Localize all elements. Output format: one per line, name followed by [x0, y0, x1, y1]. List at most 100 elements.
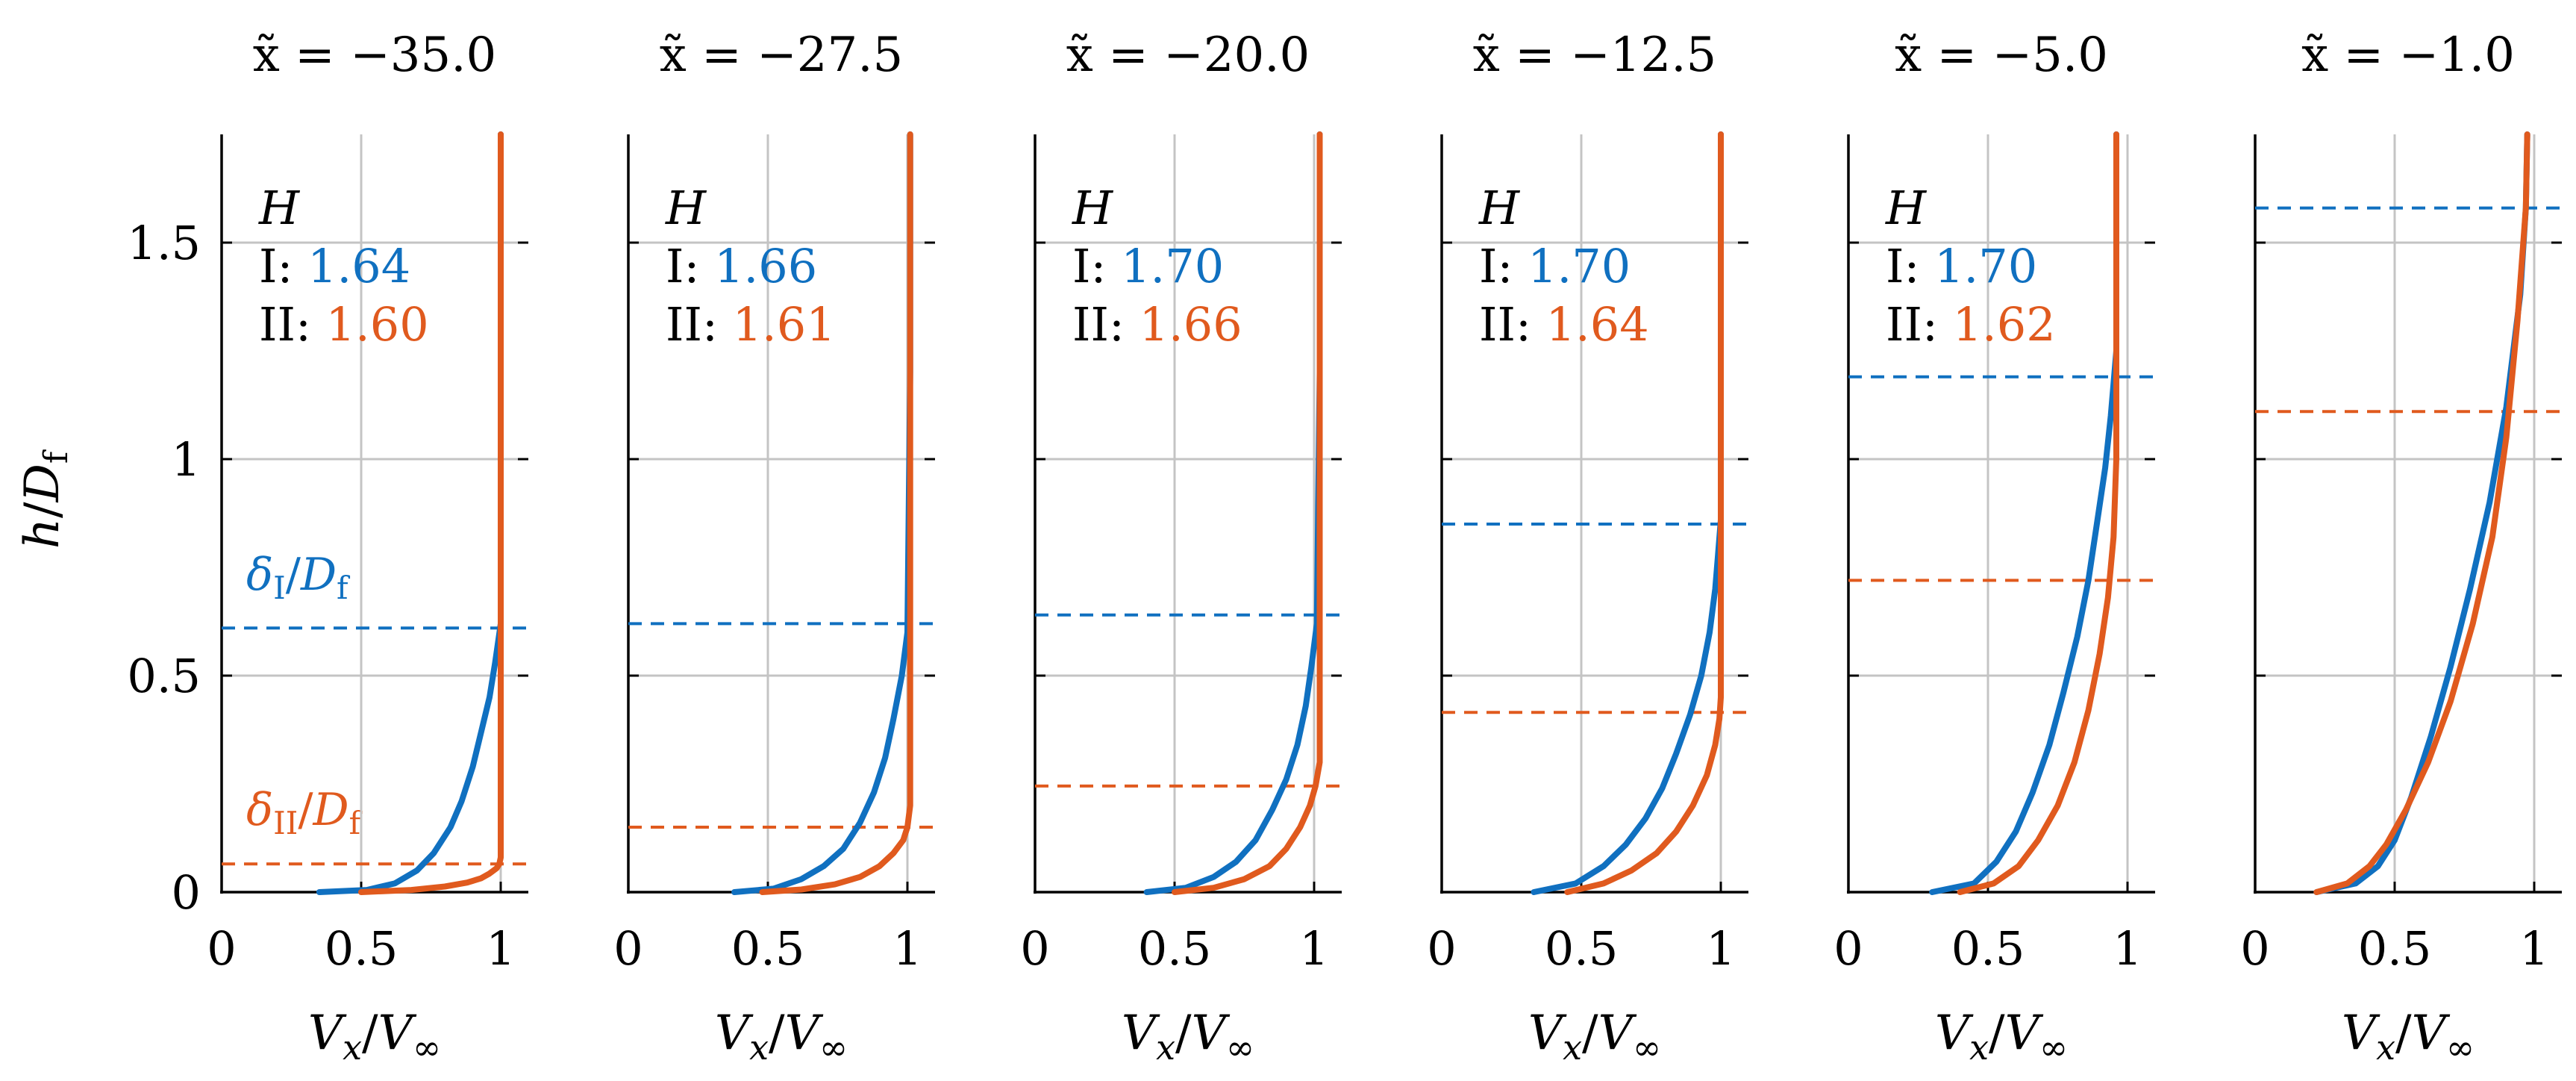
H-I-row: I: 1.70 [1886, 239, 2037, 293]
x-tick-label-2: 1 [1299, 921, 1328, 976]
series-II-line [1564, 131, 1724, 895]
x-axis-label-inf: ∞ [413, 1027, 441, 1068]
x-axis-label-x: x [1563, 1027, 1582, 1068]
x-tick-label-0: 0 [1833, 921, 1863, 976]
panel-title: x̃ = −1.0 [2301, 28, 2515, 83]
series-II-line [759, 131, 913, 895]
x-tick-label-2: 1 [486, 921, 515, 976]
x-tick-label-2: 1 [892, 921, 922, 976]
y-axis-label-f: f [37, 449, 75, 464]
H-II-row: II: 1.66 [1072, 297, 1242, 352]
H-I-row: I: 1.64 [259, 239, 410, 293]
x-tick-label-1: 0.5 [2358, 921, 2432, 976]
x-tick-label-1: 0.5 [325, 921, 398, 976]
H-II-row: II: 1.61 [666, 297, 836, 352]
H-II-value: 1.64 [1546, 297, 1649, 352]
panel-title: x̃ = −20.0 [1066, 28, 1310, 83]
H-I-value: 1.66 [714, 239, 817, 293]
H-II-label: II: [1072, 297, 1139, 352]
H-I-row: I: 1.70 [1072, 239, 1224, 293]
H-II-label: II: [259, 297, 326, 352]
series-I-line [1929, 131, 2119, 895]
x-tick-label-2: 1 [2519, 921, 2548, 976]
x-axis-label-slash: / [2395, 1006, 2412, 1061]
x-tick-label-0: 0 [2240, 921, 2269, 976]
x-axis-label: Vx/V∞ [715, 1006, 848, 1068]
series-II-line [2313, 131, 2530, 895]
x-axis-label-V: V [308, 1006, 347, 1061]
H-I-value: 1.70 [1528, 239, 1631, 293]
x-axis-label-V2: V [785, 1006, 824, 1061]
panel-title: x̃ = −35.0 [253, 28, 497, 83]
H-II-label: II: [1886, 297, 1953, 352]
H-title: H [1885, 181, 1928, 235]
y-tick-label-0: 0 [172, 865, 201, 920]
H-II-row: II: 1.64 [1479, 297, 1649, 352]
x-axis-label: Vx/V∞ [2342, 1006, 2475, 1068]
H-title: H [1478, 181, 1521, 235]
x-axis-label-inf: ∞ [2446, 1027, 2475, 1068]
H-II-value: 1.61 [733, 297, 836, 352]
y-tick-label-1: 0.5 [127, 649, 201, 703]
H-II-value: 1.62 [1953, 297, 2056, 352]
x-axis-label-x: x [2376, 1027, 2395, 1068]
series-II-line [358, 131, 504, 895]
x-axis-label-V2: V [2412, 1006, 2451, 1061]
x-axis-label-slash: / [769, 1006, 785, 1061]
x-tick-label-0: 0 [1427, 921, 1456, 976]
x-axis-label-V2: V [2005, 1006, 2044, 1061]
x-axis-label-V2: V [1598, 1006, 1637, 1061]
x-tick-label-1: 0.5 [731, 921, 805, 976]
y-axis-label-h: h [15, 518, 70, 549]
x-axis-label: Vx/V∞ [1935, 1006, 2068, 1068]
x-axis-label-V: V [2342, 1006, 2380, 1061]
H-II-value: 1.60 [326, 297, 429, 352]
x-tick-label-1: 0.5 [1138, 921, 1212, 976]
x-axis-label-x: x [1969, 1027, 1989, 1068]
H-I-label: I: [259, 239, 307, 293]
H-II-row: II: 1.60 [259, 297, 429, 352]
H-I-label: I: [1072, 239, 1121, 293]
x-axis-label-inf: ∞ [1633, 1027, 1661, 1068]
x-axis-label-V2: V [378, 1006, 417, 1061]
H-title: H [1072, 181, 1114, 235]
y-axis-label-D: D [15, 464, 70, 502]
x-tick-label-0: 0 [207, 921, 236, 976]
x-axis-label-slash: / [1582, 1006, 1598, 1061]
x-axis-label-slash: / [362, 1006, 378, 1061]
x-axis-label-x: x [1156, 1027, 1175, 1068]
y-axis-label: h/Df [15, 449, 75, 549]
panel-title: x̃ = −5.0 [1895, 28, 2108, 83]
H-I-label: I: [1479, 239, 1528, 293]
x-axis-label-V: V [1122, 1006, 1160, 1061]
panel-title: x̃ = −12.5 [1473, 28, 1717, 83]
H-II-label: II: [1479, 297, 1546, 352]
H-I-row: I: 1.66 [666, 239, 817, 293]
legend-delta-I: δI/Df [246, 549, 351, 606]
series-II-line [1172, 131, 1323, 895]
x-axis-label-inf: ∞ [1226, 1027, 1254, 1068]
x-axis-label-inf: ∞ [819, 1027, 848, 1068]
H-I-label: I: [1886, 239, 1934, 293]
legend-delta-II: δII/Df [246, 784, 363, 841]
x-tick-label-0: 0 [1020, 921, 1049, 976]
x-axis-label-slash: / [1175, 1006, 1192, 1061]
x-tick-label-1: 0.5 [1545, 921, 1619, 976]
series-II-line [1957, 131, 2119, 895]
x-axis-label: Vx/V∞ [1528, 1006, 1661, 1068]
y-axis-label-slash: / [15, 502, 70, 518]
x-axis-label-V: V [715, 1006, 754, 1061]
H-II-row: II: 1.62 [1886, 297, 2056, 352]
H-I-row: I: 1.70 [1479, 239, 1631, 293]
H-II-value: 1.66 [1139, 297, 1242, 352]
x-axis-label-V: V [1528, 1006, 1567, 1061]
y-tick-label-3: 1.5 [127, 216, 201, 270]
H-I-value: 1.70 [1934, 239, 2037, 293]
series-I-line [1531, 131, 1724, 895]
